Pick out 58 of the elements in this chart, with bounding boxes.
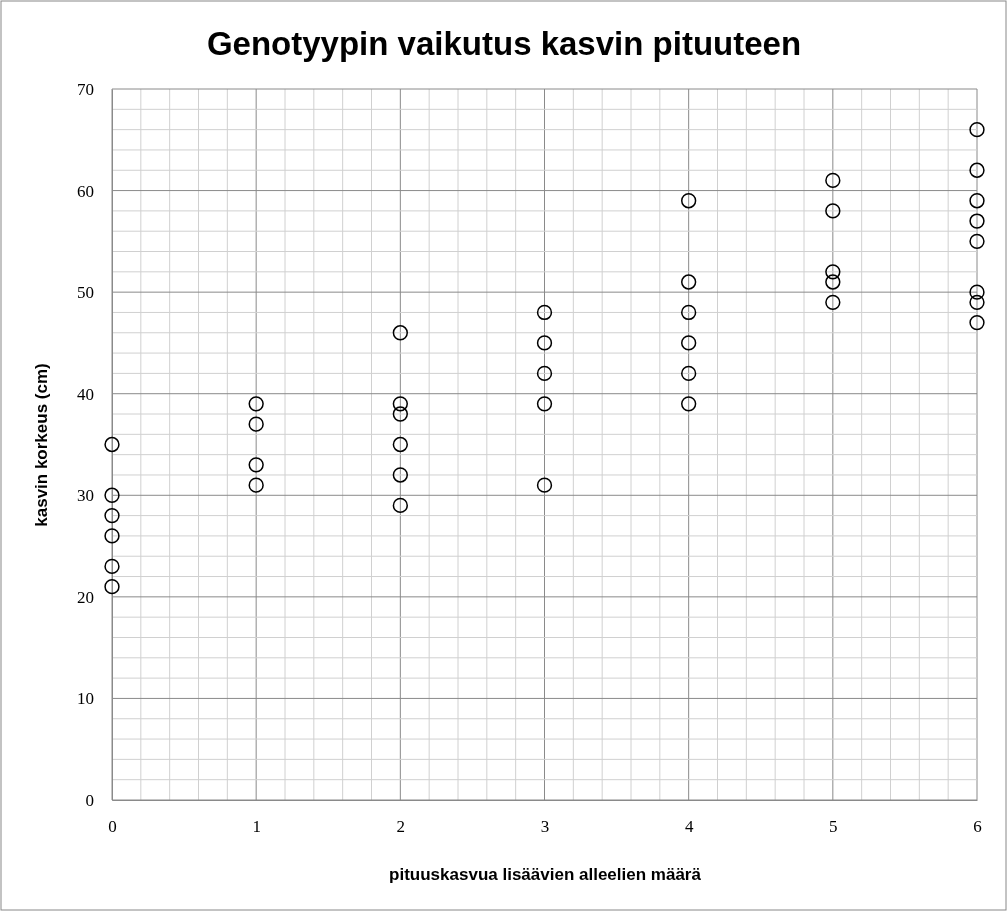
point — [825, 294, 841, 310]
x-tick-label: 4 — [684, 817, 694, 837]
point — [248, 416, 264, 432]
point — [681, 274, 697, 290]
y-tick-label: 30 — [77, 486, 94, 506]
point — [104, 528, 120, 544]
y-tick-label: 10 — [77, 689, 94, 709]
point — [969, 193, 985, 209]
point — [969, 284, 985, 300]
point — [536, 396, 553, 412]
point — [681, 365, 697, 382]
point — [969, 213, 985, 229]
point — [825, 264, 841, 280]
point — [825, 203, 841, 219]
x-tick-label: 6 — [973, 817, 982, 837]
point — [969, 233, 985, 249]
x-axis-title: pituuskasvua lisäävien alleelien määrä — [389, 865, 702, 884]
point — [104, 558, 120, 575]
point — [969, 294, 985, 310]
point — [104, 579, 120, 595]
point — [825, 172, 841, 189]
point — [392, 396, 408, 412]
point — [681, 304, 697, 321]
point — [681, 396, 697, 412]
point — [536, 304, 553, 321]
y-axis-title: kasvin korkeus (cm) — [32, 363, 51, 527]
x-tick-label: 5 — [829, 817, 838, 837]
chart-title: Genotyypin vaikutus kasvin pituuteen — [206, 25, 802, 62]
point — [969, 314, 985, 331]
y-tick-label: 40 — [77, 384, 94, 404]
y-tick-label: 50 — [77, 283, 94, 303]
point — [681, 193, 697, 209]
y-tick-label: 60 — [77, 181, 94, 201]
point — [104, 487, 120, 503]
x-tick-label: 1 — [252, 817, 261, 837]
point — [248, 477, 264, 493]
point — [969, 121, 985, 138]
point — [392, 406, 408, 422]
point — [825, 274, 841, 290]
point — [392, 436, 408, 453]
point — [392, 497, 408, 514]
point — [104, 436, 120, 453]
point — [104, 507, 120, 524]
point — [392, 325, 408, 341]
y-tick-label: 70 — [77, 79, 94, 99]
point — [969, 162, 985, 178]
point — [681, 335, 697, 351]
x-tick-label: 2 — [396, 817, 406, 837]
point — [392, 467, 408, 483]
point — [536, 365, 553, 382]
x-tick-label: 3 — [540, 817, 550, 837]
x-tick-label: 0 — [108, 817, 117, 837]
point — [248, 457, 264, 473]
point — [536, 477, 553, 493]
point — [536, 335, 553, 351]
y-tick-label: 0 — [85, 790, 94, 810]
y-tick-label: 20 — [77, 587, 94, 607]
point — [248, 396, 264, 412]
